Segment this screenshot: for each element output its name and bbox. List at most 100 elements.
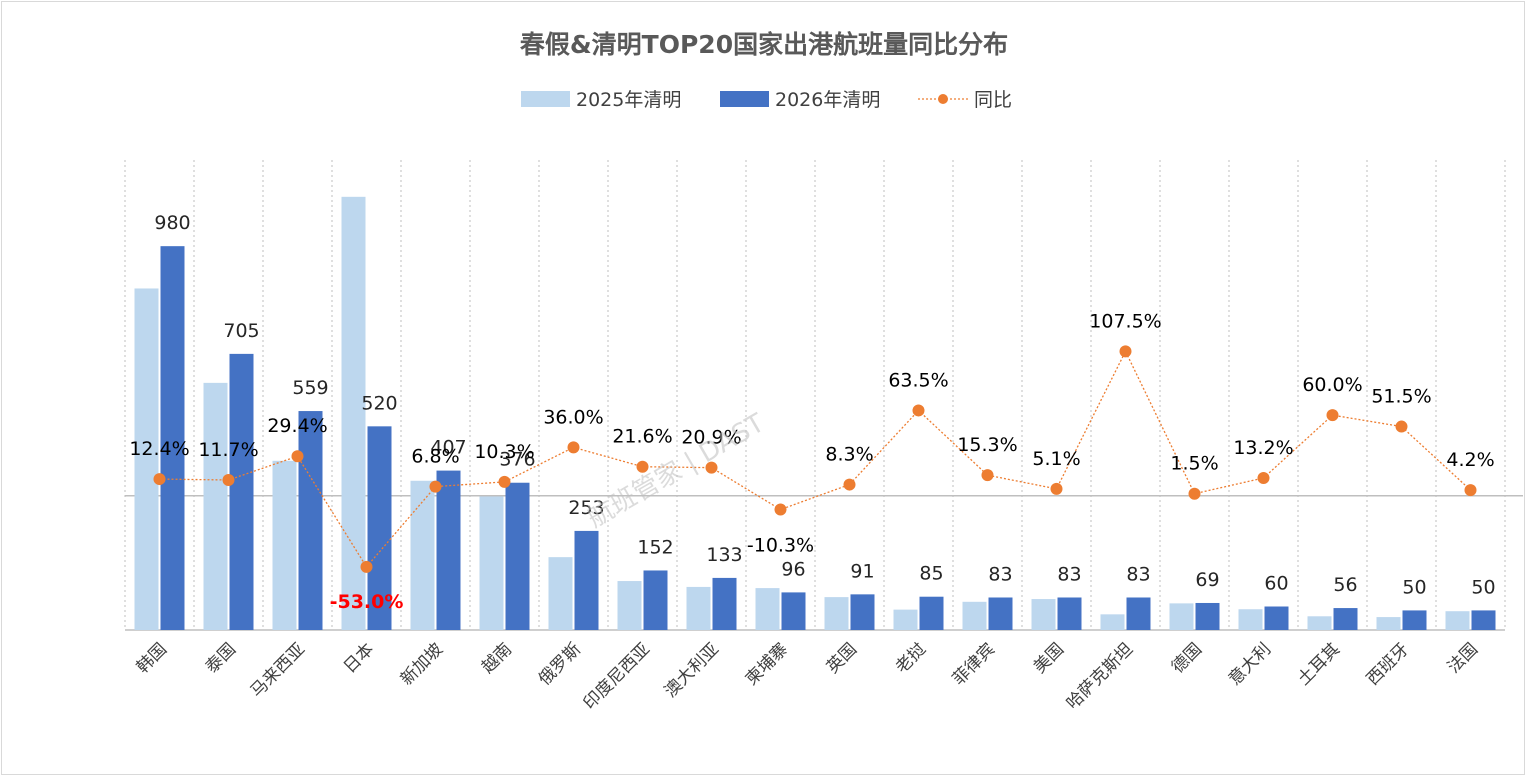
bar-2026	[298, 411, 323, 630]
bar-value-label: 60	[1264, 573, 1288, 595]
bar-2025	[203, 382, 228, 630]
bar-2026	[160, 246, 185, 630]
category-label: 日本	[340, 639, 378, 677]
legend-label-2025: 2025年清明	[576, 89, 681, 111]
bar-2026	[367, 426, 392, 630]
bar-value-label: 83	[1057, 563, 1081, 585]
yoy-point	[291, 450, 304, 463]
bar-value-label: 83	[1126, 563, 1150, 585]
yoy-point	[912, 404, 925, 417]
yoy-value-label: 6.8%	[411, 446, 459, 468]
bar-2026	[574, 530, 599, 630]
bar-2026	[1402, 610, 1427, 630]
bar-value-label: 56	[1333, 574, 1357, 596]
yoy-value-label: 13.2%	[1233, 437, 1293, 459]
bar-value-label: 69	[1195, 569, 1219, 591]
yoy-point	[1257, 471, 1270, 484]
bar-2025	[1445, 611, 1470, 630]
category-label: 意大利	[1225, 639, 1275, 689]
yoy-value-label: 60.0%	[1302, 374, 1362, 396]
yoy-point	[636, 460, 649, 473]
bar-2025	[479, 496, 504, 630]
yoy-value-label: 10.3%	[474, 441, 534, 463]
yoy-value-label: 1.5%	[1170, 453, 1218, 475]
bar-2025	[1307, 616, 1332, 630]
bar-2026	[505, 482, 530, 630]
bar-2026	[1126, 597, 1151, 630]
category-label: 澳大利亚	[661, 639, 723, 701]
yoy-value-label: -53.0%	[330, 591, 404, 613]
yoy-value-label: 21.6%	[612, 426, 672, 448]
category-label: 俄罗斯	[535, 639, 585, 689]
yoy-point	[1188, 487, 1201, 500]
bar-2026	[436, 470, 461, 630]
category-label: 土耳其	[1294, 639, 1344, 689]
bar-2025	[1238, 609, 1263, 630]
bar-2026	[850, 594, 875, 630]
yoy-point	[843, 478, 856, 491]
yoy-value-label: 107.5%	[1089, 310, 1161, 332]
yoy-value-label: 5.1%	[1032, 448, 1080, 470]
yoy-point	[429, 480, 442, 493]
bars-group	[134, 196, 1496, 631]
yoy-point	[1326, 409, 1339, 422]
bar-value-label: 980	[154, 212, 190, 234]
bar-2025	[272, 460, 297, 630]
bar-value-label: 91	[850, 560, 874, 582]
bar-labels-group: 980 705 559 520 407 376 253 152 133 96 91 85 83 83 83 6…	[154, 212, 1495, 598]
bar-2026	[712, 577, 737, 630]
bar-2025	[548, 557, 573, 630]
bar-2026	[988, 597, 1013, 630]
chart-title: 春假&清明TOP20国家出港航班量同比分布	[520, 30, 1008, 59]
yoy-value-label: 36.0%	[543, 406, 603, 428]
bar-2025	[1169, 603, 1194, 630]
bar-2025	[1100, 614, 1125, 630]
yoy-point	[1395, 420, 1408, 433]
bar-2025	[962, 601, 987, 630]
yoy-value-label: 29.4%	[267, 415, 327, 437]
yoy-line	[159, 349, 1471, 568]
category-label: 美国	[1030, 639, 1068, 677]
bar-2026	[643, 570, 668, 630]
yoy-point	[567, 441, 580, 454]
yoy-point	[498, 475, 511, 488]
category-label: 老挝	[892, 639, 930, 677]
category-label: 德国	[1168, 639, 1206, 677]
yoy-value-label: 15.3%	[957, 434, 1017, 456]
yoy-labels-group: 12.4% 11.7% 29.4% -53.0% 6.8% 10.3% 36.0% 21.6%…	[129, 310, 1494, 613]
bar-value-label: 133	[706, 544, 742, 566]
category-label: 哈萨克斯坦	[1063, 639, 1137, 713]
bar-2025	[134, 288, 159, 630]
category-label: 西班牙	[1363, 639, 1413, 689]
bar-value-label: 85	[919, 563, 943, 585]
bar-2026	[919, 596, 944, 630]
bar-2026	[1057, 597, 1082, 630]
legend-swatch-2026	[720, 91, 769, 107]
bar-value-label: 253	[568, 497, 604, 519]
bar-value-label: 50	[1471, 576, 1495, 598]
yoy-point	[222, 474, 235, 487]
yoy-value-label: 63.5%	[888, 369, 948, 391]
bar-2026	[781, 592, 806, 630]
bar-value-label: 376	[499, 449, 535, 471]
bar-value-label: 407	[430, 437, 466, 459]
category-label: 法国	[1444, 639, 1482, 677]
bar-2026	[229, 353, 254, 630]
legend-label-2026: 2026年清明	[775, 89, 880, 111]
bar-2025	[410, 480, 435, 630]
bar-value-label: 152	[637, 536, 673, 558]
legend: 2025年清明 2026年清明 同比	[521, 89, 1012, 111]
category-label: 新加坡	[397, 639, 447, 689]
bar-value-label: 83	[988, 563, 1012, 585]
bar-2025	[1031, 599, 1056, 630]
bar-2026	[1471, 610, 1496, 630]
yoy-point	[1464, 484, 1477, 497]
legend-label-yoy: 同比	[974, 89, 1012, 111]
legend-swatch-2025	[521, 91, 570, 107]
yoy-point	[774, 503, 787, 516]
bar-2025	[893, 609, 918, 630]
legend-marker-yoy	[938, 94, 948, 104]
bar-2026	[1264, 606, 1289, 630]
